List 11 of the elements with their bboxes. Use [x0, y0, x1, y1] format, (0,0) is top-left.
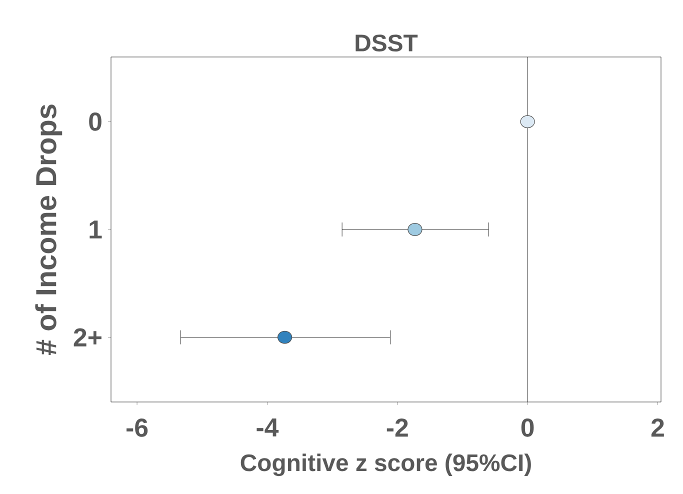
- x-tick-label: -2: [386, 418, 408, 437]
- y-tick-label: 1: [90, 220, 102, 238]
- y-tick-label: 0: [89, 112, 102, 131]
- chart-title: DSST: [356, 34, 418, 52]
- y-axis-title: # of Income Drops: [35, 104, 62, 356]
- x-tick-label: -4: [256, 418, 279, 436]
- x-tick-label: -6: [126, 418, 148, 437]
- x-axis-title: Cognitive z score (95%CI): [240, 454, 531, 476]
- x-tick-label: 2: [651, 418, 664, 437]
- x-tick-label: 0: [521, 418, 534, 437]
- y-tick-label: 2+: [74, 328, 102, 346]
